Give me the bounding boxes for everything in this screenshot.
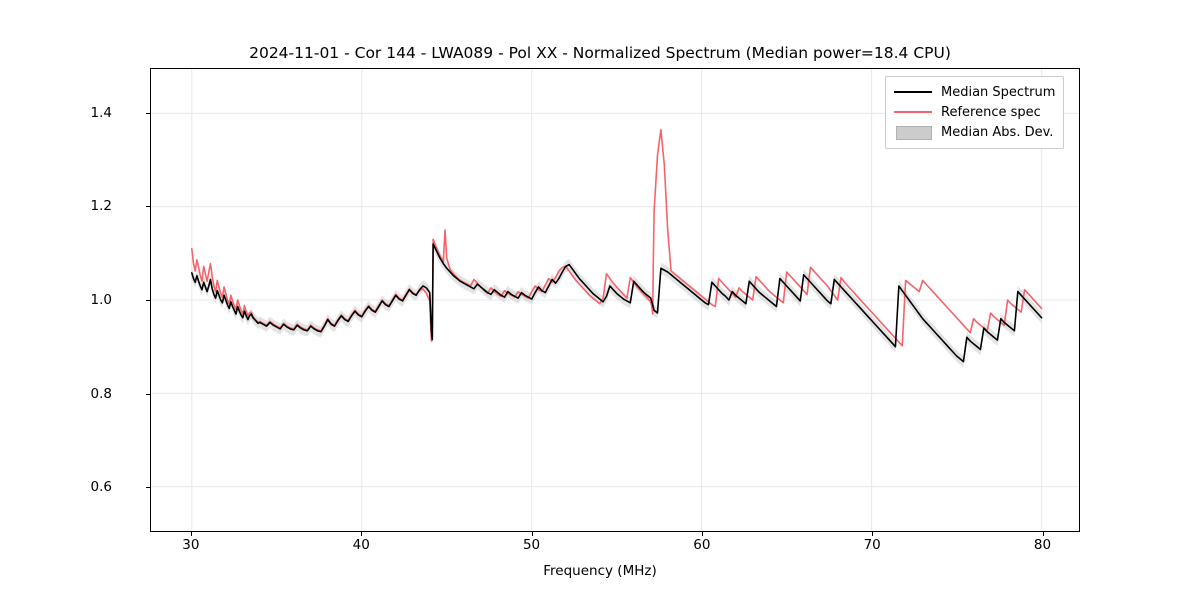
plot-area: [150, 68, 1080, 532]
x-tick-30: 30: [182, 537, 200, 553]
x-tick-40: 40: [352, 537, 370, 553]
y-tick-1p4: 1.4: [90, 104, 112, 121]
y-tick-1p2: 1.2: [90, 198, 112, 215]
x-tick-60: 60: [693, 537, 711, 553]
x-tick-80: 80: [1033, 537, 1052, 553]
legend-label-median-abs-dev: Median Abs. Dev.: [941, 124, 1054, 140]
y-tick-mark: [146, 393, 150, 395]
x-tick-mark: [190, 532, 192, 536]
y-tick-1: 1.0: [90, 292, 112, 308]
legend-line-icon-median-spectrum: [894, 85, 932, 99]
y-tick-mark: [146, 300, 150, 301]
page-title: 2024-11-01 - Cor 144 - LWA089 - Pol XX -…: [249, 44, 951, 62]
series-median-spectrum: [190, 243, 1043, 363]
y-tick-0p6: 0.6: [90, 479, 112, 496]
series-reference-spec: [190, 128, 1043, 347]
legend-label-median-spectrum: Median Spectrum: [941, 84, 1056, 100]
legend-patch-icon-median-abs-dev: [894, 125, 932, 140]
legend-item-median-spectrum[interactable]: Median Spectrum: [894, 82, 1055, 102]
y-tick-mark: [146, 112, 150, 114]
x-tick-70: 70: [863, 537, 881, 553]
median-abs-dev-band: [191, 238, 1042, 368]
legend-line-icon-reference-spec: [894, 105, 932, 119]
x-axis-label: Frequency (MHz): [543, 563, 657, 579]
x-tick-mark: [872, 532, 874, 536]
x-tick-mark: [531, 532, 533, 536]
gridlines: [151, 69, 1079, 531]
x-tick-50: 50: [522, 537, 541, 553]
y-tick-mark: [146, 487, 150, 489]
y-tick-0p8: 0.8: [90, 385, 112, 402]
data-traces: [190, 128, 1043, 368]
x-tick-mark: [701, 532, 703, 536]
legend[interactable]: Median Spectrum Reference spec Median Ab…: [885, 76, 1065, 149]
x-tick-mark: [361, 532, 363, 536]
legend-label-reference-spec: Reference spec: [941, 104, 1041, 120]
x-tick-mark: [1042, 532, 1044, 536]
y-tick-mark: [146, 206, 150, 208]
legend-item-reference-spec[interactable]: Reference spec: [894, 102, 1055, 122]
legend-item-median-abs-dev[interactable]: Median Abs. Dev.: [894, 122, 1055, 142]
